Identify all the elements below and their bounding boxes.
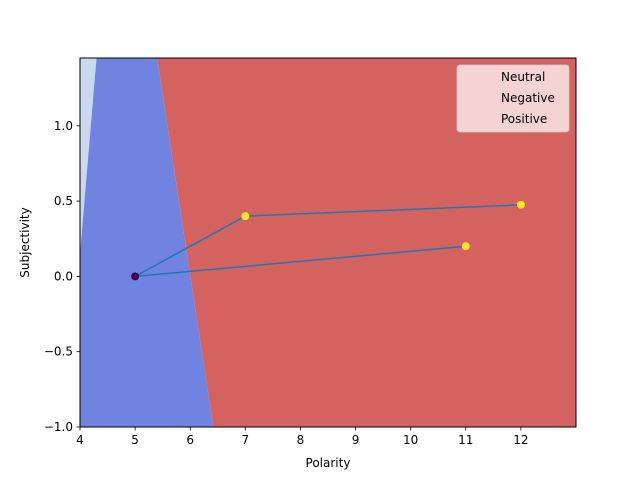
x-tick-label: 5 — [131, 433, 139, 447]
x-tick-label: 11 — [458, 433, 473, 447]
x-axis-ticks: 4 5 6 7 8 9 10 11 12 — [76, 427, 529, 447]
scatter-point-1 — [131, 272, 140, 281]
y-tick-label: 0.0 — [54, 269, 73, 283]
x-axis-label: Polarity — [306, 456, 351, 470]
x-tick-label: 12 — [513, 433, 528, 447]
y-tick-label: 0.5 — [54, 194, 73, 208]
legend-entry-negative: Negative — [501, 91, 555, 105]
legend: Neutral Negative Positive — [456, 64, 570, 133]
y-axis-ticks: −1.0 −0.5 0.0 0.5 1.0 — [44, 119, 80, 434]
y-tick-label: −0.5 — [44, 345, 73, 359]
legend-entry-neutral: Neutral — [501, 70, 545, 84]
x-tick-label: 10 — [403, 433, 418, 447]
legend-box — [456, 64, 570, 133]
scatter-point-2 — [241, 212, 250, 221]
x-tick-label: 4 — [76, 433, 84, 447]
decision-region-red — [157, 58, 576, 427]
decision-region-blue — [80, 58, 214, 427]
scatter-points — [131, 200, 525, 281]
decision-regions — [80, 58, 576, 427]
legend-entry-positive: Positive — [501, 112, 547, 126]
x-tick-label: 6 — [186, 433, 194, 447]
x-tick-label: 7 — [242, 433, 250, 447]
plot-frame — [79, 57, 577, 428]
x-tick-label: 8 — [297, 433, 305, 447]
y-tick-label: 1.0 — [54, 119, 73, 133]
y-axis-label: Subjectivity — [18, 207, 32, 277]
scatter-point-4 — [516, 200, 525, 209]
decision-region-light — [80, 58, 97, 254]
x-tick-label: 9 — [352, 433, 360, 447]
y-tick-label: −1.0 — [44, 420, 73, 434]
scatter-point-3 — [461, 242, 470, 251]
